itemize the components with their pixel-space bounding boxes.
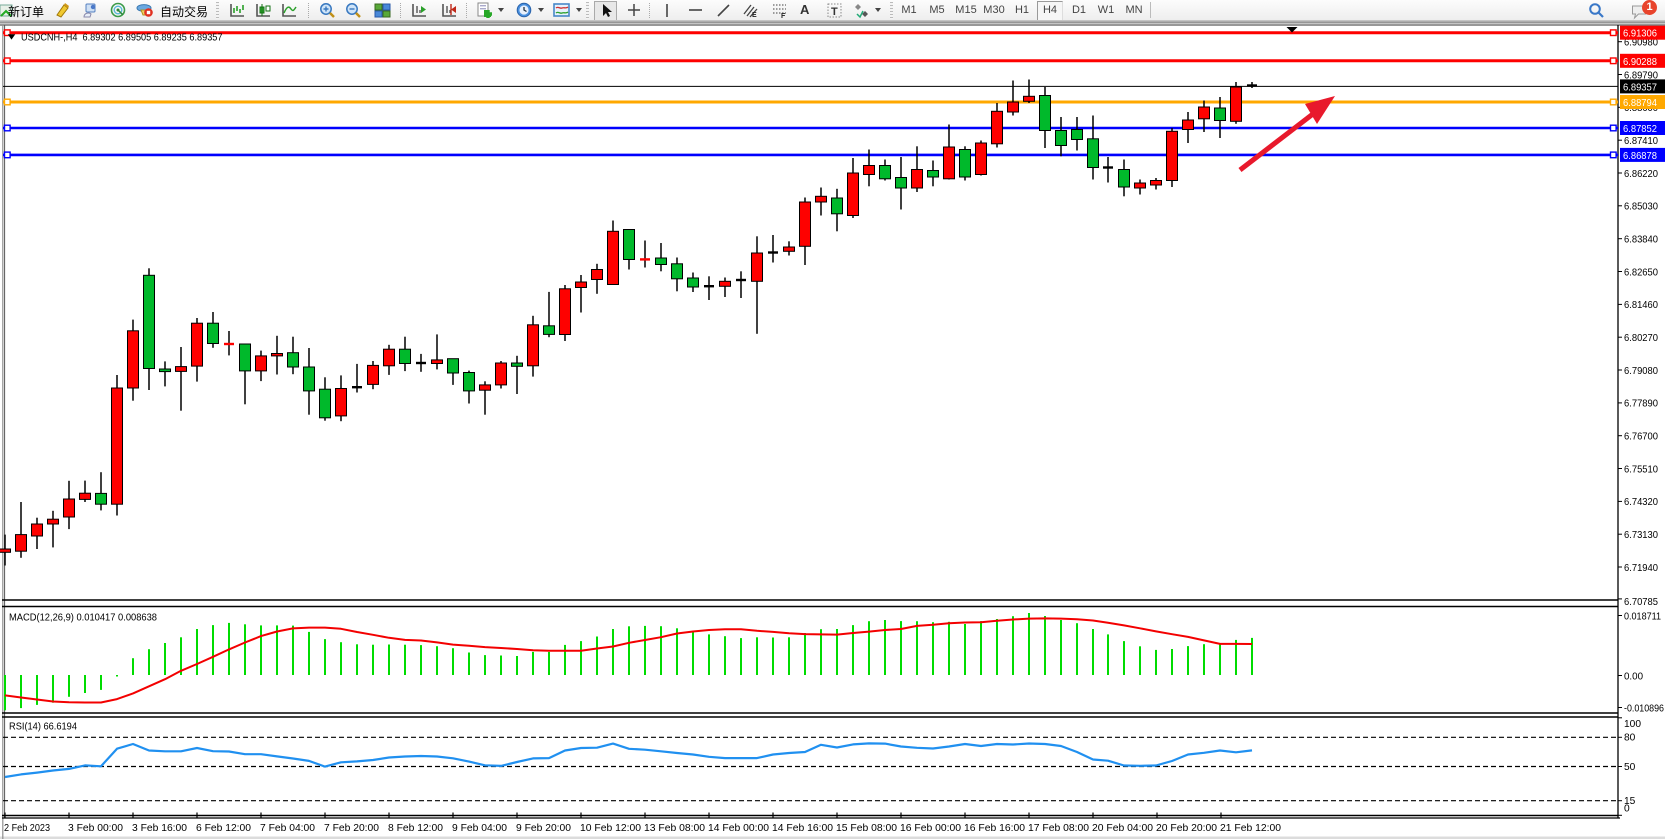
svg-text:13 Feb 08:00: 13 Feb 08:00 bbox=[644, 823, 705, 834]
svg-text:6.87852: 6.87852 bbox=[1623, 123, 1657, 135]
svg-text:6.82650: 6.82650 bbox=[1624, 266, 1658, 278]
svg-text:6.81460: 6.81460 bbox=[1624, 299, 1658, 311]
svg-text:6.71940: 6.71940 bbox=[1624, 562, 1658, 574]
svg-text:6.76700: 6.76700 bbox=[1624, 431, 1658, 443]
svg-text:50: 50 bbox=[1624, 762, 1636, 773]
svg-text:14 Feb 00:00: 14 Feb 00:00 bbox=[708, 823, 769, 834]
svg-text:20 Feb 04:00: 20 Feb 04:00 bbox=[1092, 823, 1153, 834]
svg-text:6.83840: 6.83840 bbox=[1624, 234, 1658, 246]
svg-text:80: 80 bbox=[1624, 732, 1636, 743]
svg-text:MACD(12,26,9) 0.010417 0.00863: MACD(12,26,9) 0.010417 0.008638 bbox=[9, 613, 157, 624]
svg-text:3 Feb 16:00: 3 Feb 16:00 bbox=[132, 823, 187, 834]
svg-text:6.91306: 6.91306 bbox=[1623, 28, 1657, 40]
svg-text:F: F bbox=[781, 13, 786, 19]
svg-text:16 Feb 16:00: 16 Feb 16:00 bbox=[964, 823, 1025, 834]
svg-text:9 Feb 04:00: 9 Feb 04:00 bbox=[452, 823, 507, 834]
svg-text:15: 15 bbox=[1624, 796, 1636, 807]
svg-text:0.018711: 0.018711 bbox=[1624, 611, 1661, 622]
svg-text:6.87410: 6.87410 bbox=[1624, 135, 1658, 147]
svg-text:6.86220: 6.86220 bbox=[1624, 168, 1658, 180]
svg-text:RSI(14) 66.6194: RSI(14) 66.6194 bbox=[9, 722, 77, 733]
svg-text:6.89790: 6.89790 bbox=[1624, 69, 1658, 81]
svg-text:8 Feb 12:00: 8 Feb 12:00 bbox=[388, 823, 443, 834]
svg-text:6.77890: 6.77890 bbox=[1624, 398, 1658, 410]
svg-text:6.86878: 6.86878 bbox=[1623, 150, 1657, 162]
svg-text:21 Feb 12:00: 21 Feb 12:00 bbox=[1220, 823, 1281, 834]
svg-text:6.88794: 6.88794 bbox=[1623, 97, 1657, 109]
svg-text:6 Feb 12:00: 6 Feb 12:00 bbox=[196, 823, 251, 834]
svg-text:E: E bbox=[752, 12, 757, 19]
svg-text:0: 0 bbox=[1624, 804, 1630, 815]
svg-text:2 Feb 2023: 2 Feb 2023 bbox=[4, 823, 50, 834]
svg-text:15 Feb 08:00: 15 Feb 08:00 bbox=[836, 823, 897, 834]
svg-text:0.00: 0.00 bbox=[1624, 671, 1643, 682]
svg-text:6.73130: 6.73130 bbox=[1624, 529, 1658, 541]
svg-text:7 Feb 04:00: 7 Feb 04:00 bbox=[260, 823, 315, 834]
svg-text:14 Feb 16:00: 14 Feb 16:00 bbox=[772, 823, 833, 834]
svg-text:6.89357: 6.89357 bbox=[1623, 81, 1657, 93]
svg-text:10 Feb 12:00: 10 Feb 12:00 bbox=[580, 823, 641, 834]
svg-text:6.75510: 6.75510 bbox=[1624, 463, 1658, 475]
svg-text:6.80270: 6.80270 bbox=[1624, 332, 1658, 344]
svg-text:6.70785: 6.70785 bbox=[1624, 596, 1658, 608]
svg-text:T: T bbox=[831, 6, 838, 18]
svg-text:9 Feb 20:00: 9 Feb 20:00 bbox=[516, 823, 571, 834]
svg-text:7 Feb 20:00: 7 Feb 20:00 bbox=[324, 823, 379, 834]
svg-text:6.90288: 6.90288 bbox=[1623, 56, 1657, 68]
svg-text:100: 100 bbox=[1624, 719, 1641, 730]
svg-text:-0.010896: -0.010896 bbox=[1624, 703, 1664, 714]
svg-text:6.85030: 6.85030 bbox=[1624, 201, 1658, 213]
svg-text:20 Feb 20:00: 20 Feb 20:00 bbox=[1156, 823, 1217, 834]
svg-text:USDCNH-,H4 6.89302 6.89505 6.: USDCNH-,H4 6.89302 6.89505 6.89235 6.893… bbox=[21, 32, 223, 44]
svg-text:17 Feb 08:00: 17 Feb 08:00 bbox=[1028, 823, 1089, 834]
svg-text:6.74320: 6.74320 bbox=[1624, 496, 1658, 508]
svg-text:16 Feb 00:00: 16 Feb 00:00 bbox=[900, 823, 961, 834]
svg-text:6.79080: 6.79080 bbox=[1624, 365, 1658, 377]
svg-text:3 Feb 00:00: 3 Feb 00:00 bbox=[68, 823, 123, 834]
